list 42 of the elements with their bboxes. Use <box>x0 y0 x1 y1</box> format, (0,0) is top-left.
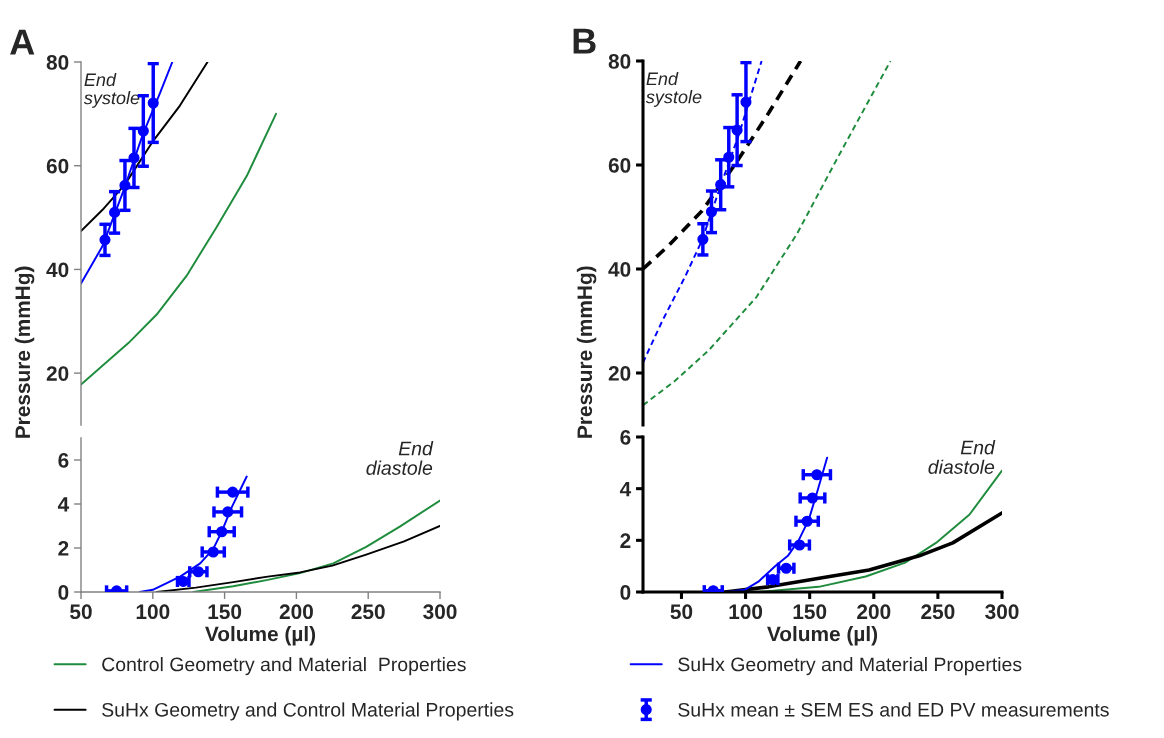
legend-label: Control Geometry and Material Properties <box>102 657 466 676</box>
y-tick-label: 60 <box>46 158 69 174</box>
y-tick-label: 20 <box>46 366 69 381</box>
x-tick-label: 200 <box>279 604 313 620</box>
annotation: End diastole <box>928 440 996 474</box>
x-tick-label: 50 <box>70 604 92 620</box>
annotation: End diastole <box>366 441 434 475</box>
x-tick-label: 250 <box>351 604 385 620</box>
y-tick-label: 4 <box>57 497 70 512</box>
x-tick-label: 100 <box>136 604 170 620</box>
x-tick-label: 250 <box>921 604 955 620</box>
x-tick-label: 150 <box>793 604 827 620</box>
x-tick-label: 50 <box>670 604 693 620</box>
y-tick-label: 0 <box>620 585 631 600</box>
chart-title: A <box>10 29 35 55</box>
x-axis-title: Volume (µl) <box>205 626 316 646</box>
y-tick-label: 20 <box>608 366 631 381</box>
x-tick-label: 300 <box>985 604 1019 620</box>
y-tick-label: 80 <box>608 54 631 69</box>
x-tick-label: 150 <box>208 604 242 620</box>
y-axis-title: Pressure (mmHg) <box>576 266 597 438</box>
chart-title: B <box>573 28 596 54</box>
y-tick-label: 80 <box>46 55 69 70</box>
x-tick-label: 300 <box>423 604 457 620</box>
annotation: End systole <box>83 72 140 108</box>
x-axis-title: Volume (µl) <box>767 626 878 646</box>
legend-label: SuHx mean ± SEM ES and ED PV measurements <box>678 702 1109 717</box>
y-tick-label: 4 <box>619 481 632 497</box>
y-tick-label: 60 <box>608 158 631 173</box>
y-tick-label: 6 <box>58 453 69 468</box>
y-tick-label: 40 <box>46 262 69 278</box>
y-tick-label: 0 <box>58 585 69 600</box>
x-tick-label: 200 <box>857 604 891 620</box>
y-tick-label: 40 <box>608 262 631 277</box>
y-tick-label: 2 <box>620 533 631 548</box>
legend-label: SuHx Geometry and Control Material Properties <box>102 702 514 721</box>
x-tick-label: 100 <box>729 604 763 620</box>
y-tick-label: 6 <box>620 430 631 445</box>
y-tick-label: 2 <box>58 541 69 556</box>
annotation: End systole <box>645 71 702 107</box>
legend-label: SuHx Geometry and Material Properties <box>678 657 1022 676</box>
y-axis-title: Pressure (mmHg) <box>14 266 35 438</box>
